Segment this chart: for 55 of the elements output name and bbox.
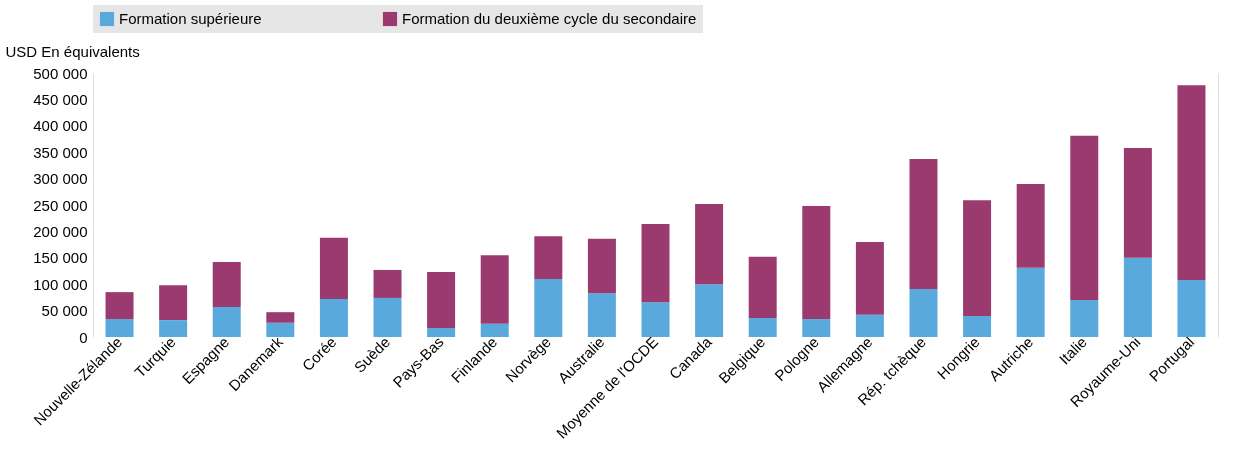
bar [587, 238, 616, 294]
bar [480, 255, 509, 324]
y-tick-label: 450 000 [33, 90, 88, 108]
bar [1123, 147, 1152, 258]
bar [1177, 85, 1206, 280]
bar [212, 306, 241, 337]
bar [373, 269, 402, 298]
bar [534, 278, 563, 337]
bar [105, 319, 134, 337]
bar [909, 288, 938, 337]
bar [159, 285, 188, 321]
bar [319, 298, 348, 337]
bar [695, 284, 724, 337]
bar [748, 317, 777, 337]
y-tick-label: 50 000 [41, 302, 88, 320]
y-tick-label: 100 000 [33, 275, 88, 293]
y-tick-label: 250 000 [33, 196, 88, 214]
bar [802, 319, 831, 337]
legend-label: Formation du deuxième cycle du secondaire [402, 10, 697, 27]
bar [534, 236, 563, 279]
bar [1177, 279, 1206, 337]
bar [1123, 257, 1152, 337]
bar [802, 206, 831, 320]
bar [266, 322, 295, 337]
y-tick-label: 300 000 [33, 170, 88, 188]
y-tick-label: 500 000 [33, 64, 88, 82]
bar [480, 323, 509, 337]
bar [1070, 135, 1099, 301]
bar [1016, 183, 1045, 268]
y-tick-label: 350 000 [33, 143, 88, 161]
bar [1016, 267, 1045, 337]
bar [105, 292, 134, 320]
bar [909, 159, 938, 289]
bar [373, 297, 402, 337]
legend-label: Formation supérieure [119, 10, 262, 27]
bar [266, 312, 295, 323]
bar [641, 224, 670, 303]
bar [641, 302, 670, 337]
bar [748, 256, 777, 318]
bar [427, 272, 456, 329]
y-tick-label: 200 000 [33, 222, 88, 240]
y-tick-label: 150 000 [33, 249, 88, 267]
y-tick-label: 400 000 [33, 117, 88, 135]
bar [963, 315, 992, 337]
bar [855, 241, 884, 315]
bar [587, 293, 616, 337]
bar [159, 320, 188, 337]
bar [695, 203, 724, 285]
bar [855, 314, 884, 337]
bar [963, 200, 992, 316]
bar [319, 237, 348, 299]
bar [427, 328, 456, 337]
y-axis-title: USD En équivalents [5, 42, 140, 60]
bar [1070, 300, 1099, 337]
bar [212, 262, 241, 307]
